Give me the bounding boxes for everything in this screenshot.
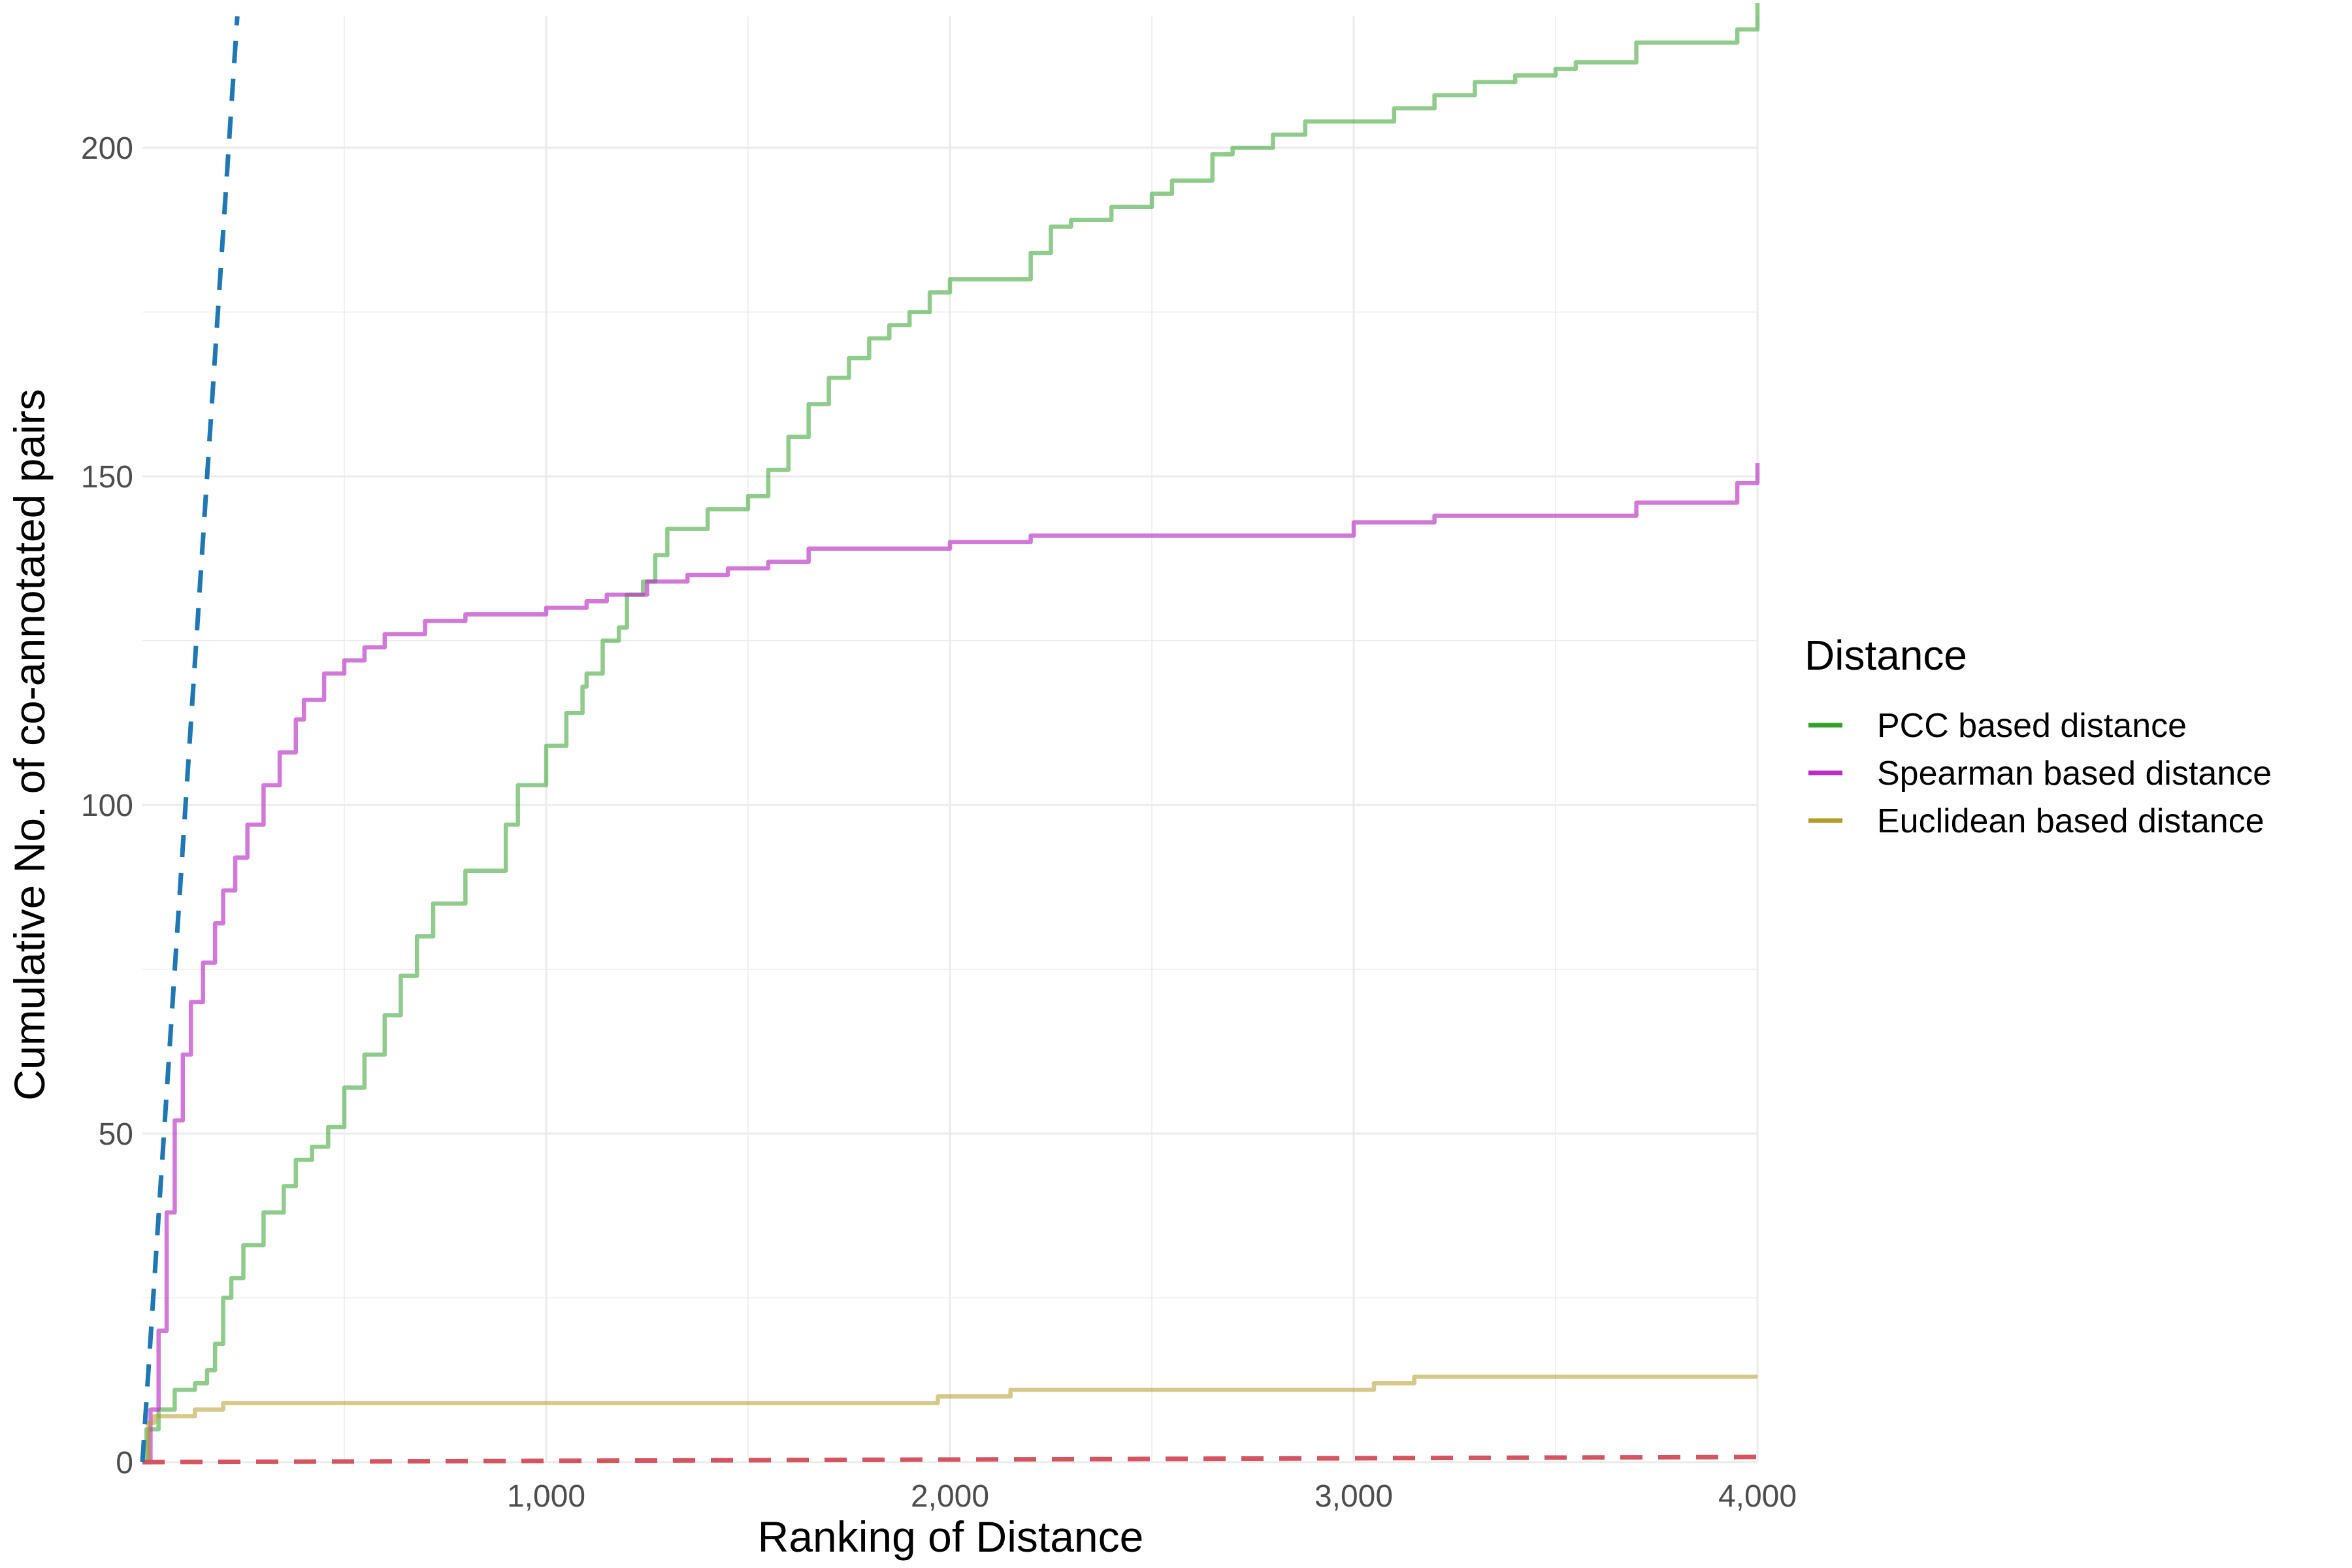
legend-title: Distance <box>1805 632 1967 679</box>
y-tick-label: 100 <box>81 789 133 823</box>
legend-label-1: Spearman based distance <box>1877 755 2272 792</box>
x-axis-title: Ranking of Distance <box>758 1512 1144 1561</box>
x-tick-label: 1,000 <box>507 1479 585 1514</box>
tick-labels: 1,000 2,000 3,000 4,000 0 50 100 150 200 <box>81 131 1797 1514</box>
reference-line-3 <box>140 16 240 1463</box>
reference-line-4 <box>142 1454 1758 1465</box>
x-tick-label: 4,000 <box>1718 1479 1797 1514</box>
y-tick-label: 0 <box>116 1446 133 1480</box>
legend: Distance PCC based distance Spearman base… <box>1805 632 2272 840</box>
legend-items: PCC based distance Spearman based distanc… <box>1808 707 2272 840</box>
y-tick-label: 200 <box>81 131 133 166</box>
x-tick-label: 3,000 <box>1315 1479 1393 1514</box>
y-tick-label: 50 <box>99 1117 133 1152</box>
series-line-euclidean-based-distance <box>142 1374 1757 1465</box>
series-layer <box>140 3 1760 1465</box>
grid <box>142 16 1759 1463</box>
y-axis-title: Cumulative No. of co-annotated pairs <box>5 389 54 1101</box>
series-line-pcc-based-distance <box>142 3 1760 1465</box>
legend-label-2: Euclidean based distance <box>1877 802 2264 840</box>
x-tick-label: 2,000 <box>911 1479 989 1514</box>
series-line-spearman-based-distance <box>142 463 1760 1465</box>
legend-label-0: PCC based distance <box>1877 707 2187 745</box>
y-tick-label: 150 <box>81 460 133 495</box>
